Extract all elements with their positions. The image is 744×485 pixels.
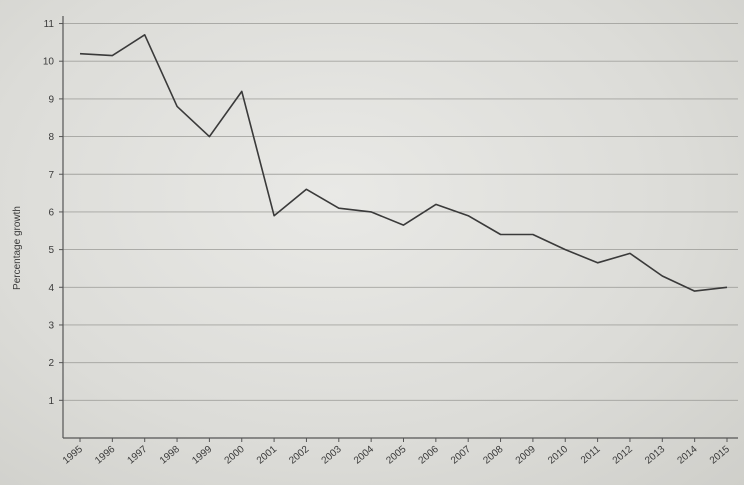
x-tick-label: 2009 (514, 444, 538, 467)
x-tick-label: 2001 (255, 444, 279, 467)
x-tick-label: 2005 (384, 444, 408, 467)
y-tick-label: 3 (48, 320, 54, 331)
x-tick-label: 2003 (320, 444, 344, 467)
x-tick-label: 2002 (287, 444, 311, 467)
y-tick-label: 2 (48, 358, 54, 369)
series-line (79, 34, 728, 292)
x-tick-label: 2007 (449, 444, 473, 467)
x-tick-label: 2008 (481, 444, 505, 467)
x-tick-label: 1995 (61, 444, 85, 467)
x-tick-label: 2013 (643, 444, 667, 467)
y-tick-label: 11 (44, 19, 55, 30)
x-tick-label: 2006 (417, 444, 441, 467)
y-tick-label: 7 (48, 170, 54, 181)
y-tick-label: 1 (48, 396, 54, 407)
x-tick-label: 2010 (546, 444, 570, 467)
x-tick-label: 1999 (190, 444, 214, 467)
grid-lines (63, 23, 738, 401)
x-tick-label: 1996 (93, 444, 117, 467)
y-axis-ticks: 1 2 3 4 5 6 7 8 9 10 11 (43, 19, 63, 407)
y-tick-label: 5 (48, 245, 54, 256)
x-tick-label: 1998 (158, 444, 182, 467)
x-tick-label: 1997 (126, 444, 150, 467)
y-tick-label: 8 (48, 132, 54, 143)
x-tick-label: 2004 (352, 444, 376, 467)
x-tick-label: 2012 (611, 444, 635, 467)
x-tick-label: 2014 (675, 444, 699, 467)
y-tick-label: 9 (48, 94, 54, 105)
y-tick-label: 6 (48, 207, 54, 218)
y-tick-label: 4 (48, 283, 54, 294)
y-axis-title: Percentage growth (12, 206, 23, 290)
x-tick-label: 2015 (708, 444, 732, 467)
x-tick-label: 2011 (579, 444, 603, 467)
x-axis-ticks: 1995 1996 1997 1998 1999 2000 2001 2002 2003 2004… (61, 438, 732, 467)
y-tick-label: 10 (43, 57, 55, 68)
x-tick-label: 2000 (223, 444, 247, 467)
